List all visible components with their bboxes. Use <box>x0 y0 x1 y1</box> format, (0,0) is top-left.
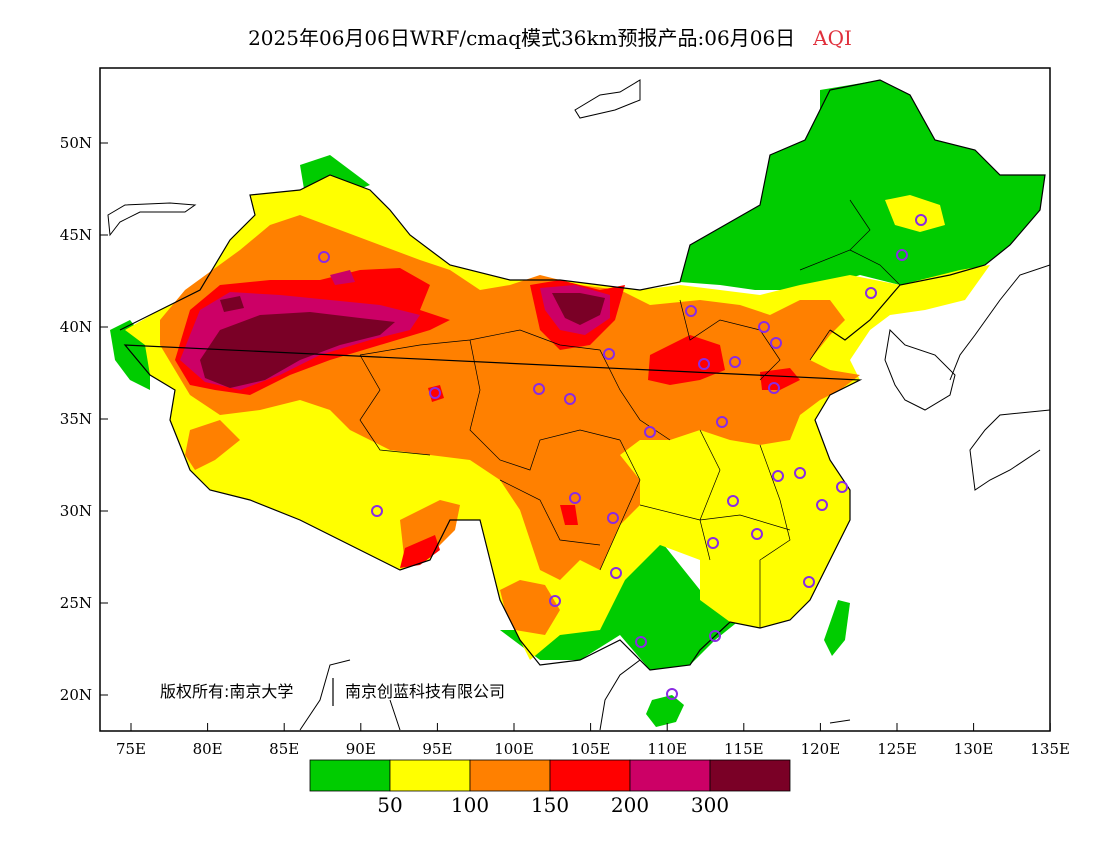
copyright-part2: 南京创蓝科技有限公司 <box>345 682 505 701</box>
x-tick-label: 115E <box>724 740 764 758</box>
copyright-part1: 版权所有:南京大学 <box>160 682 293 701</box>
station-marker <box>549 595 561 607</box>
region-darkred-taklimakan <box>200 312 395 388</box>
region-green-south <box>500 540 760 670</box>
x-tick-label: 110E <box>647 740 687 758</box>
station-marker <box>685 305 697 317</box>
station-marker <box>803 576 815 588</box>
legend-swatch <box>629 759 711 792</box>
legend-label: 50 <box>377 793 402 817</box>
legend-label: 150 <box>531 793 569 817</box>
station-marker <box>564 393 576 405</box>
hainan-island <box>646 695 684 727</box>
legend-label: 200 <box>611 793 649 817</box>
x-axis: 75E 80E 85E 90E 95E 100E 105E 110E 115E 120E 125E 1… <box>116 723 1070 758</box>
x-tick-label: 120E <box>801 740 841 758</box>
station-marker <box>635 636 647 648</box>
region-yellow-ne-spot <box>885 195 945 232</box>
station-marker <box>607 512 619 524</box>
station-marker <box>758 321 770 333</box>
coastline-balkhash <box>107 202 197 237</box>
station-marker <box>533 383 545 395</box>
aqi-legend: 50 100 150 200 300 <box>309 759 791 817</box>
map-title: 2025年06月06日WRF/cmaq模式36km预报产品:06月06日 AQI <box>0 22 1100 51</box>
x-tick-label: 130E <box>954 740 994 758</box>
legend-label: 100 <box>451 793 489 817</box>
station-markers <box>318 214 927 700</box>
legend-swatch <box>709 759 791 792</box>
x-tick-label: 75E <box>116 740 146 758</box>
region-red-tibet <box>400 535 440 568</box>
title-text: 2025年06月06日WRF/cmaq模式36km预报产品:06月06日 <box>248 26 796 50</box>
station-marker <box>644 426 656 438</box>
station-marker <box>603 348 615 360</box>
region-red-sichuan <box>560 505 578 525</box>
station-marker <box>768 382 780 394</box>
station-marker <box>318 251 330 263</box>
y-tick-label: 20N <box>60 686 92 704</box>
legend-swatch <box>389 759 471 792</box>
province-boundaries <box>359 199 901 628</box>
region-orange-sw <box>185 420 240 470</box>
y-tick-label: 35N <box>60 410 92 428</box>
station-marker <box>727 495 739 507</box>
region-green-north <box>680 80 1045 290</box>
region-darkred-spot <box>220 296 244 312</box>
region-orange-yunnan <box>500 580 560 635</box>
station-marker <box>729 356 741 368</box>
legend-swatch <box>469 759 551 792</box>
station-marker <box>915 214 927 226</box>
legend-swatch <box>549 759 631 792</box>
station-marker <box>896 249 908 261</box>
station-marker <box>751 528 763 540</box>
y-axis: 50N 45N 40N 35N 30N 25N 20N <box>60 134 108 704</box>
y-tick-label: 30N <box>60 502 92 520</box>
y-tick-label: 25N <box>60 594 92 612</box>
station-marker <box>816 499 828 511</box>
station-marker <box>569 492 581 504</box>
x-tick-label: 80E <box>193 740 223 758</box>
map-frame <box>99 67 1051 732</box>
station-marker <box>836 481 848 493</box>
x-tick-label: 90E <box>346 740 376 758</box>
taiwan-island <box>824 600 850 656</box>
y-tick-label: 40N <box>60 318 92 336</box>
legend-swatch <box>309 759 391 792</box>
x-tick-label: 135E <box>1030 740 1070 758</box>
station-marker <box>666 688 678 700</box>
y-tick-label: 45N <box>60 226 92 244</box>
station-marker <box>698 358 710 370</box>
station-marker <box>371 505 383 517</box>
x-tick-label: 95E <box>422 740 452 758</box>
station-marker <box>865 287 877 299</box>
x-tick-label: 105E <box>571 740 611 758</box>
legend-label: 300 <box>691 793 729 817</box>
x-tick-label: 125E <box>877 740 917 758</box>
x-tick-label: 100E <box>494 740 534 758</box>
china-border <box>119 79 1046 671</box>
station-marker <box>610 567 622 579</box>
station-marker <box>770 337 782 349</box>
station-marker <box>707 537 719 549</box>
title-variable: AQI <box>813 26 852 50</box>
station-marker <box>772 470 784 482</box>
map-content <box>107 79 1050 731</box>
station-marker <box>709 630 721 642</box>
station-marker <box>429 387 441 399</box>
y-tick-label: 50N <box>60 134 92 152</box>
coastline-korea <box>884 328 956 411</box>
region-magenta-xinjiang-north <box>330 270 355 285</box>
station-marker <box>794 467 806 479</box>
coastline-japan <box>949 264 1050 491</box>
station-marker <box>716 416 728 428</box>
coastline-indochina <box>299 659 851 731</box>
coastline-sakhalin <box>574 79 641 119</box>
x-tick-label: 85E <box>269 740 299 758</box>
region-darkred-badain-jaran <box>552 293 605 325</box>
